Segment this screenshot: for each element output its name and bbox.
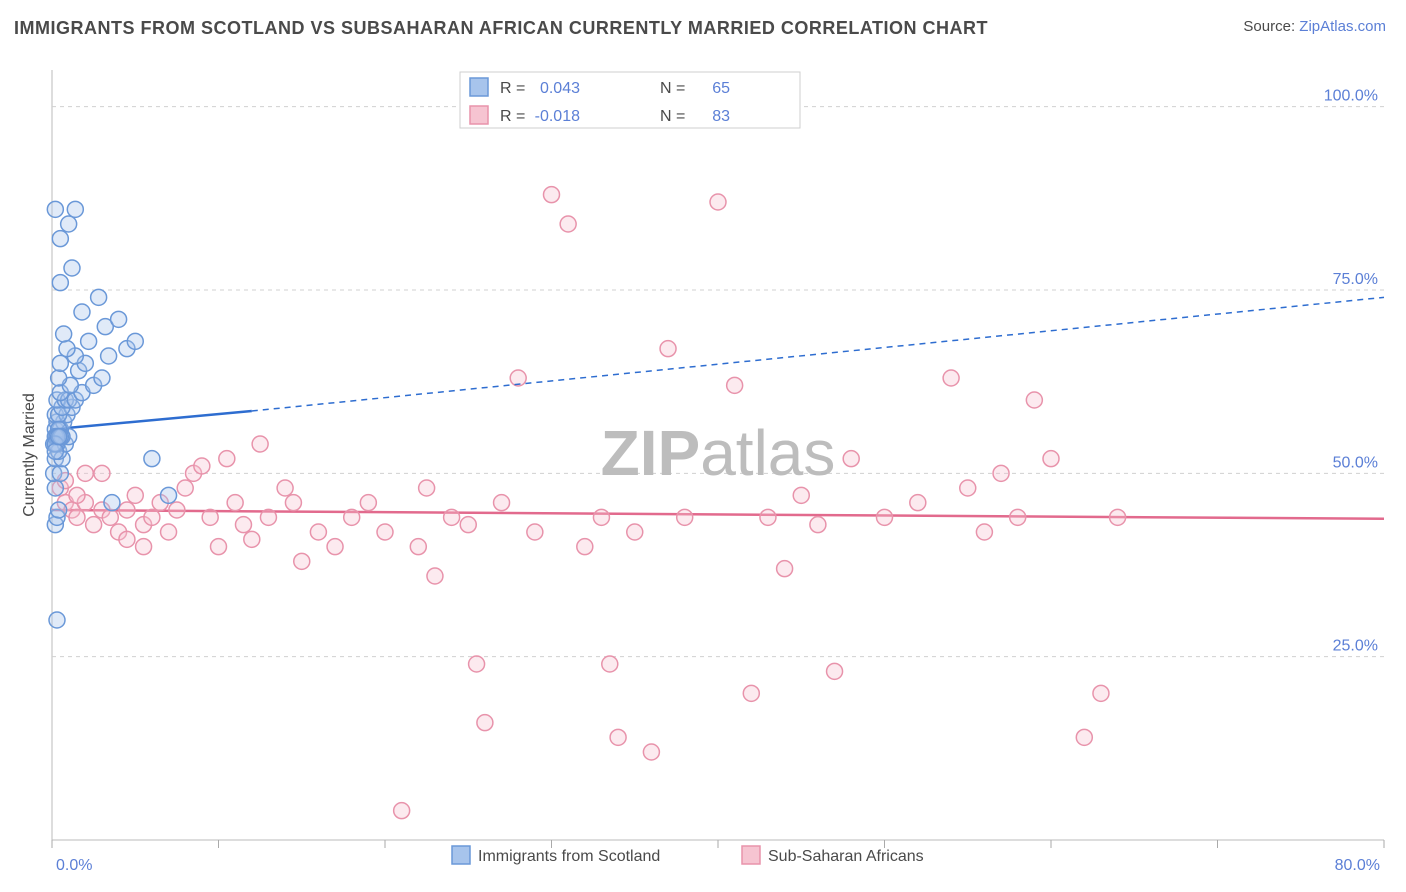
- chart-title: IMMIGRANTS FROM SCOTLAND VS SUBSAHARAN A…: [14, 18, 988, 39]
- svg-text:Sub-Saharan Africans: Sub-Saharan Africans: [768, 848, 924, 865]
- source-attribution: Source: ZipAtlas.com: [1243, 18, 1386, 35]
- svg-text:80.0%: 80.0%: [1335, 857, 1380, 874]
- svg-text:-0.018: -0.018: [535, 108, 580, 125]
- svg-text:50.0%: 50.0%: [1333, 454, 1378, 471]
- source-link[interactable]: ZipAtlas.com: [1299, 18, 1386, 35]
- svg-text:100.0%: 100.0%: [1324, 88, 1378, 105]
- svg-text:0.0%: 0.0%: [56, 857, 92, 874]
- svg-text:R =: R =: [500, 108, 525, 125]
- svg-text:83: 83: [712, 108, 730, 125]
- svg-text:N =: N =: [660, 108, 685, 125]
- svg-text:0.043: 0.043: [540, 80, 580, 97]
- svg-text:65: 65: [712, 80, 730, 97]
- svg-text:Immigrants from Scotland: Immigrants from Scotland: [478, 848, 660, 865]
- svg-text:Currently Married: Currently Married: [21, 393, 38, 517]
- svg-text:R =: R =: [500, 80, 525, 97]
- svg-text:ZIPatlas: ZIPatlas: [601, 417, 836, 489]
- svg-text:75.0%: 75.0%: [1333, 271, 1378, 288]
- correlation-chart: 25.0% 50.0% 75.0% 100.0% 0.0% 80.0% Currently …: [12, 60, 1394, 880]
- source-label: Source:: [1243, 18, 1299, 35]
- svg-text:N =: N =: [660, 80, 685, 97]
- svg-text:25.0%: 25.0%: [1333, 638, 1378, 655]
